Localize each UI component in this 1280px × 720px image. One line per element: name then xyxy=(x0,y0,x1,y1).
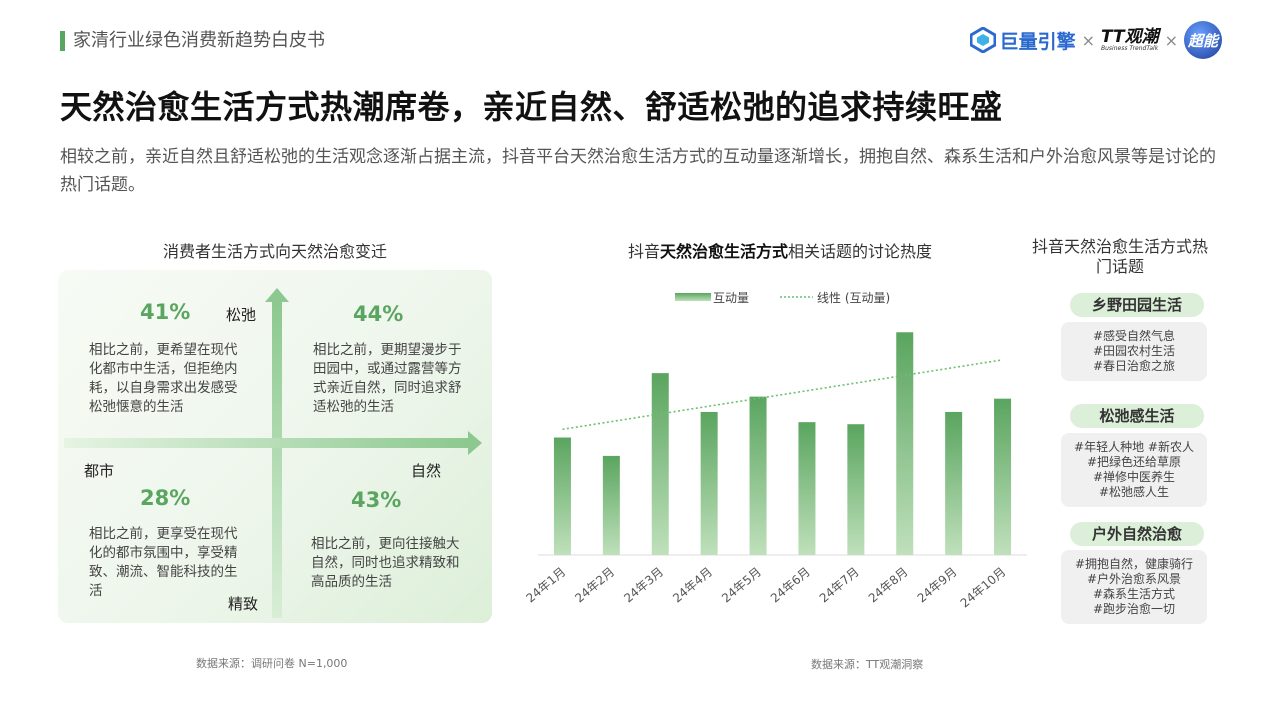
interaction-bar-chart: 互动量 线性 (互动量) 24年1月 24年2月 24年3月 24年4月 24年5月 24年6… xyxy=(523,291,1027,611)
quadrant-tl-percent: 41% xyxy=(140,300,191,324)
chart-source: 数据来源：TT观潮洞察 xyxy=(811,658,924,671)
chart-title-pre: 抖音 xyxy=(627,242,660,261)
times-sign: × xyxy=(1081,30,1095,50)
quadrant-source: 数据来源：调研问卷 N=1,000 xyxy=(196,657,348,670)
bar xyxy=(994,398,1012,555)
vertical-axis-arrow xyxy=(265,288,289,302)
x-tick-label: 24年5月 xyxy=(719,565,764,606)
bar xyxy=(896,332,914,555)
topic-tags: #感受自然气息 #田园农村生活 #春日治愈之旅 xyxy=(1061,322,1207,381)
chart-title-post: 相关话题的讨论热度 xyxy=(788,242,933,261)
x-tick-label: 24年4月 xyxy=(670,565,715,606)
tt-logo-sub: Business TrendTalk xyxy=(1101,44,1159,52)
quadrant-tr-percent: 44% xyxy=(353,302,404,326)
section-title: 家清行业绿色消费新趋势白皮书 xyxy=(73,30,325,51)
partner-logos: 巨量引擎 × TT观潮 Business TrendTalk × 超能 xyxy=(969,21,1222,59)
topic-tag: #拥抱自然，健康骑行 xyxy=(1074,557,1194,571)
page-title: 天然治愈生活方式热潮席卷，亲近自然、舒适松弛的追求持续旺盛 xyxy=(60,88,1003,126)
horizontal-axis xyxy=(64,438,470,448)
header-accent-bar xyxy=(60,31,65,51)
topic-tags: #年轻人种地 #新农人 #把绿色还给草原 #禅修中医养生 #松弛感人生 xyxy=(1061,433,1207,507)
quadrant-br-percent: 43% xyxy=(351,488,402,512)
bar xyxy=(602,455,620,555)
chaoneng-logo: 超能 xyxy=(1184,21,1222,59)
quadrant-title: 消费者生活方式向天然治愈变迁 xyxy=(162,242,387,261)
axis-label-bottom: 精致 xyxy=(228,595,259,613)
quadrant-bl-text: 相比之前，更享受在现代化的都市氛围中，享受精致、潮流、智能科技的生活 xyxy=(89,526,238,599)
x-tick-label: 24年2月 xyxy=(572,565,617,606)
times-sign: × xyxy=(1164,30,1178,50)
topic-name: 乡野田园生活 xyxy=(1070,293,1204,317)
bar xyxy=(945,411,963,555)
topic-tag: #田园农村生活 xyxy=(1092,344,1176,358)
chart-title: 抖音天然治愈生活方式相关话题的讨论热度 xyxy=(600,238,960,262)
bar xyxy=(700,411,718,555)
x-tick-label: 24年8月 xyxy=(866,565,911,606)
x-tick-label: 24年6月 xyxy=(768,565,813,606)
juliang-name: 巨量引擎 xyxy=(999,30,1076,53)
topic-tags: #拥抱自然，健康骑行 #户外治愈系风景 #森系生活方式 #跑步治愈一切 xyxy=(1061,550,1207,624)
bar xyxy=(553,437,571,555)
topic-tag: #年轻人种地 #新农人 xyxy=(1074,440,1194,454)
x-tick-label: 24年1月 xyxy=(523,565,568,606)
horizontal-axis-arrow xyxy=(468,431,482,455)
juliang-logo: 巨量引擎 xyxy=(969,27,1076,54)
topic-tag: #把绿色还给草原 xyxy=(1086,455,1182,469)
chart-title-bold: 天然治愈生活方式 xyxy=(659,242,788,261)
bar xyxy=(798,422,816,555)
vertical-axis xyxy=(272,300,282,618)
topic-tag: #跑步治愈一切 xyxy=(1092,602,1176,616)
quadrant-bl-percent: 28% xyxy=(140,486,191,510)
x-tick-label: 24年9月 xyxy=(915,565,960,606)
topics-title: 抖音天然治愈生活方式热门话题 xyxy=(1031,237,1208,276)
juliang-mark-icon xyxy=(969,27,996,53)
bar xyxy=(651,373,669,555)
topic-tag: #户外治愈系风景 xyxy=(1086,572,1182,586)
topic-tag: #春日治愈之旅 xyxy=(1092,359,1176,373)
topic-name: 户外自然治愈 xyxy=(1070,522,1204,546)
axis-label-right: 自然 xyxy=(411,462,442,480)
legend-bar-label: 互动量 xyxy=(713,291,749,305)
topic-tag: #松弛感人生 xyxy=(1098,485,1170,499)
bar xyxy=(847,424,865,555)
x-tick-label: 24年7月 xyxy=(817,565,862,606)
topic-name: 松弛感生活 xyxy=(1070,404,1204,428)
x-tick-label: 24年10月 xyxy=(958,565,1009,611)
quadrant-tl-text: 相比之前，更希望在现代化都市中生活，但拒绝内耗，以自身需求出发感受松弛惬意的生活 xyxy=(89,342,238,415)
bar xyxy=(749,396,767,555)
quadrant-tr-text: 相比之前，更期望漫步于田园中，或通过露营等方式亲近自然，同时追求舒适松弛的生活 xyxy=(313,342,462,415)
intro-paragraph: 相较之前，亲近自然且舒适松弛的生活观念逐渐占据主流，抖音平台天然治愈生活方式的互… xyxy=(60,147,1216,195)
topic-tag: #禅修中医养生 xyxy=(1092,470,1176,484)
legend-bar-swatch xyxy=(675,293,711,301)
axis-label-left: 都市 xyxy=(84,462,115,480)
tt-logo: TT观潮 Business TrendTalk xyxy=(1101,26,1159,52)
topic-tag: #感受自然气息 xyxy=(1092,329,1176,343)
topic-tag: #森系生活方式 xyxy=(1092,587,1176,601)
axis-label-top: 松弛 xyxy=(226,306,257,324)
x-tick-label: 24年3月 xyxy=(621,565,666,606)
legend-trend-label: 线性 (互动量) xyxy=(817,291,890,305)
trend-line xyxy=(562,359,1003,431)
tt-logo-name: TT观潮 xyxy=(1101,26,1159,47)
quadrant-br-text: 相比之前，更向往接触大自然，同时也追求精致和高品质的生活 xyxy=(311,536,460,590)
